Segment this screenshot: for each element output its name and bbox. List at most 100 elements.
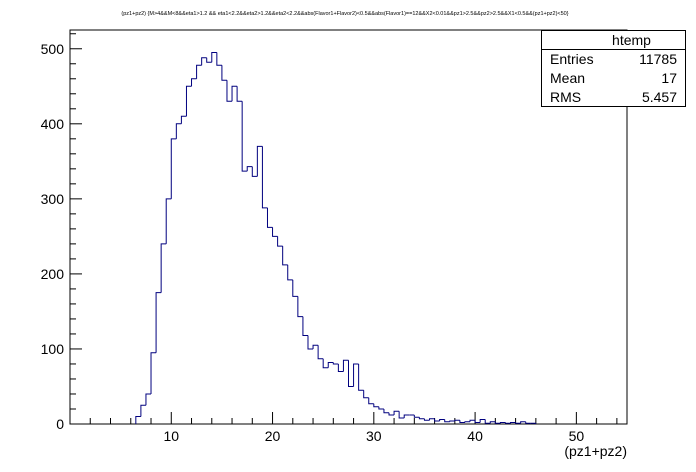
histogram-bin [358,363,364,391]
histogram-bin [525,421,531,424]
histogram-bin [348,360,354,387]
histogram-bin [226,80,233,102]
histogram-bin [206,57,212,63]
histogram-bin [388,412,395,416]
histogram-bin [236,86,243,102]
histogram-bin [282,246,288,266]
histogram-bin [434,418,440,422]
histogram-bin [170,138,177,199]
histogram-bin [155,292,162,353]
histogram-bin [520,421,526,424]
histogram-bin [459,420,465,423]
histogram-bin [191,78,197,87]
histogram-bin [251,166,258,177]
histogram-bin [479,418,486,423]
histogram-bin [327,361,334,368]
histogram-bin [504,422,511,424]
histogram-bin [342,359,349,372]
histogram-bin [515,422,521,424]
y-tick-label: 200 [41,266,65,282]
histogram-bin [302,316,308,336]
histogram-bin [403,414,410,418]
y-tick-label: 0 [56,416,64,432]
histogram-bin [378,406,384,410]
stats-box-title: htemp [542,31,685,50]
chart-title: (pz1+pz2) {M>4&&M<8&&eta1>1.2 && eta1<2.… [121,11,569,17]
histogram-bin [312,344,319,349]
histogram-bin [196,64,202,79]
histogram-bin [180,115,187,124]
histogram-bin [145,393,152,406]
histogram-bin [474,420,481,423]
histogram-bin [231,85,238,102]
histogram-bin [175,123,182,139]
histogram-bin [287,264,293,281]
y-tick-label: 500 [41,41,65,57]
histogram-bin [272,227,278,237]
mean-value: 17 [661,70,677,86]
entries-label: Entries [550,51,594,67]
histogram-bin [510,421,516,424]
x-tick-label: 30 [366,428,382,444]
histogram-bin [423,418,430,421]
histogram-bin [165,198,172,244]
histogram-bin [266,207,273,228]
entries-value: 11785 [639,51,677,67]
rms-value: 5.457 [641,89,677,105]
histogram-bin [246,166,253,172]
histogram-bin [363,390,369,399]
histogram-bin [241,101,248,172]
histogram-bin [449,420,455,422]
stats-row-mean: Mean 17 [542,69,685,88]
x-tick-label: 50 [569,428,585,444]
histogram-bin [484,419,491,424]
histogram-bin [185,85,192,117]
histogram-bin [307,335,314,350]
histogram-bin [454,419,460,421]
histogram-bin [418,417,425,420]
rms-label: RMS [550,89,582,105]
histogram-bin [221,65,227,81]
histogram-bin [322,358,329,369]
y-tick-label: 100 [41,341,65,357]
histogram-bin [140,404,146,417]
histogram-bin [413,414,420,418]
histogram-bin [317,345,324,360]
histogram-bin [337,363,344,372]
histogram-bin [256,145,263,177]
stats-row-entries: Entries 11785 [542,50,685,69]
histogram-bin [135,415,141,424]
histogram-bin [150,352,157,394]
histogram-bin [373,403,379,408]
histogram-bin [353,363,359,387]
histogram-bin [429,418,435,421]
histogram-bin [160,243,167,293]
histogram-bin [439,418,445,421]
stats-box: htemp Entries 11785 Mean 17 RMS 5.457 [541,30,686,107]
histogram-bin [368,397,374,405]
y-tick-label: 300 [41,191,65,207]
y-tick-label: 400 [41,116,65,132]
histogram-bin [277,236,283,247]
histogram-bin [216,52,222,66]
histogram-bin [261,146,268,209]
histogram-bin [469,419,476,422]
histogram-bin [499,421,506,424]
histogram-bin [398,411,405,419]
histogram-bin [494,421,501,424]
plot-frame [69,29,628,425]
histogram-bin [489,421,496,424]
histogram-bin [211,52,217,63]
histogram-bin [393,410,400,415]
histogram-bin [297,296,303,318]
x-tick-label: 20 [265,428,281,444]
histogram-bin [332,362,339,365]
histogram-bin [464,421,471,423]
histogram-bin [444,419,450,423]
x-axis-label: (pz1+pz2) [564,443,627,459]
stats-row-rms: RMS 5.457 [542,88,685,107]
x-tick-label: 10 [163,428,179,444]
x-tick-label: 40 [467,428,483,444]
mean-label: Mean [550,70,586,86]
